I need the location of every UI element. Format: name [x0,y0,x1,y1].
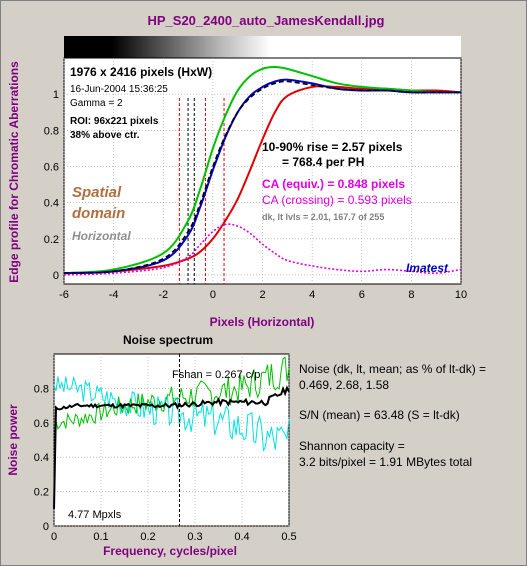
edge-xtick-label: -2 [158,289,168,301]
mpxls-text: 4.77 Mpxls [68,509,122,521]
edge-xtick-label: 6 [359,289,365,301]
edge-profile-plot: -6 -4 -2 0 2 4 6 8 10 0 0.2 0.4 0.6 0.8 1 1976 x 2416 … [7,57,467,329]
noise-series-black [53,385,290,509]
noise-ytick-label: 0.6 [34,418,49,430]
edge-ytick-label: 1 [53,89,59,101]
edge-xtick-label: 4 [309,289,315,301]
noise-ytick-label: 0.4 [34,452,49,464]
edge-series-green [63,66,462,275]
rise-text: 10-90% rise = 2.57 pixels [262,140,403,154]
edge-above-text: 38% above ctr. [70,130,140,141]
horizontal-label: Horizontal [72,229,131,243]
noise-info-line1: Noise (dk, lt, mean; as % of lt-dk) = [299,362,486,376]
noise-ticks: 0 0.1 0.2 0.3 0.4 0.5 0 0.2 0.4 0.6 0.8 [34,383,297,543]
shannon-value: 3.2 bits/pixel = 1.91 MBytes total [299,455,472,469]
edge-series-magenta [63,223,462,276]
edge-image-strip [64,36,461,58]
edge-gamma-text: Gamma = 2 [70,98,123,109]
noise-ytick-label: 0.2 [34,487,49,499]
imatest-logo: Imatest [406,261,449,275]
edge-ytick-label: 0.6 [44,161,59,173]
edge-date-text: 16-Jun-2004 15:36:25 [70,84,168,95]
noise-ytick-label: 0.8 [34,383,49,395]
figure-title: HP_S20_2400_auto_JamesKendall.jpg [147,13,384,28]
edge-roi-text: ROI: 96x221 pixels [70,116,159,127]
domain-label: domain [72,205,125,222]
edge-plot-area [63,57,462,285]
noise-xtick-label: 0 [51,531,57,543]
noise-xtick-label: 0.5 [281,531,296,543]
noise-series-green [53,356,290,430]
edge-xtick-label: -4 [109,289,119,301]
edge-grid [63,58,462,284]
edge-xtick-label: 8 [408,289,414,301]
edge-ytick-label: 0.8 [44,125,59,137]
spatial-label: Spatial [72,184,122,201]
noise-spectrum-plot: Noise spectrum 0 0.1 0.2 0.3 0.4 0.5 0 0.2 0.4 0.… [6,333,297,558]
edge-xtick-label: 10 [455,289,467,301]
noise-ytick-label: 0 [43,521,49,533]
edge-ylabel: Edge profile for Chromatic Aberrations [7,61,21,283]
noise-xtick-label: 0.4 [234,531,249,543]
edge-xtick-label: 0 [210,289,216,301]
noise-xtick-label: 0.1 [93,531,108,543]
per-ph-text: = 768.4 per PH [282,155,364,169]
edge-ticks: -6 -4 -2 0 2 4 6 8 10 0 0.2 0.4 0.6 0.8 1 [44,89,467,301]
edge-ytick-label: 0.4 [44,198,59,210]
edge-size-text: 1976 x 2416 pixels (HxW) [70,65,212,79]
noise-series-cyan [53,375,290,451]
noise-plot-area [53,353,290,527]
edge-xtick-label: 2 [259,289,265,301]
noise-info-line2: 0.469, 2.68, 1.58 [299,378,389,392]
ca-equiv-text: CA (equiv.) = 0.848 pixels [262,177,405,191]
noise-ylabel: Noise power [6,404,20,476]
edge-ytick-label: 0.2 [44,234,59,246]
edge-series [63,66,462,276]
noise-grid [53,354,290,527]
edge-series-black [63,80,461,274]
noise-series [53,354,290,526]
edge-xlabel: Pixels (Horizontal) [210,315,315,329]
shannon-label: Shannon capacity = [299,439,405,453]
noise-xlabel: Frequency, cycles/pixel [103,544,237,558]
ca-crossing-text: CA (crossing) = 0.593 pixels [262,193,412,207]
noise-info-panel: Noise (dk, lt, mean; as % of lt-dk) = 0.… [299,362,486,469]
noise-xtick-label: 0.2 [140,531,155,543]
snr-text: S/N (mean) = 63.48 (S = lt-dk) [299,408,460,422]
dk-lt-text: dk, lt lvls = 2.01, 167.7 of 255 [262,212,384,222]
noise-xtick-label: 0.3 [187,531,202,543]
fshan-text: Fshan = 0.267 c/p [172,369,260,381]
noise-title: Noise spectrum [123,333,213,347]
edge-xtick-label: -6 [59,289,69,301]
edge-ytick-label: 0 [53,270,59,282]
